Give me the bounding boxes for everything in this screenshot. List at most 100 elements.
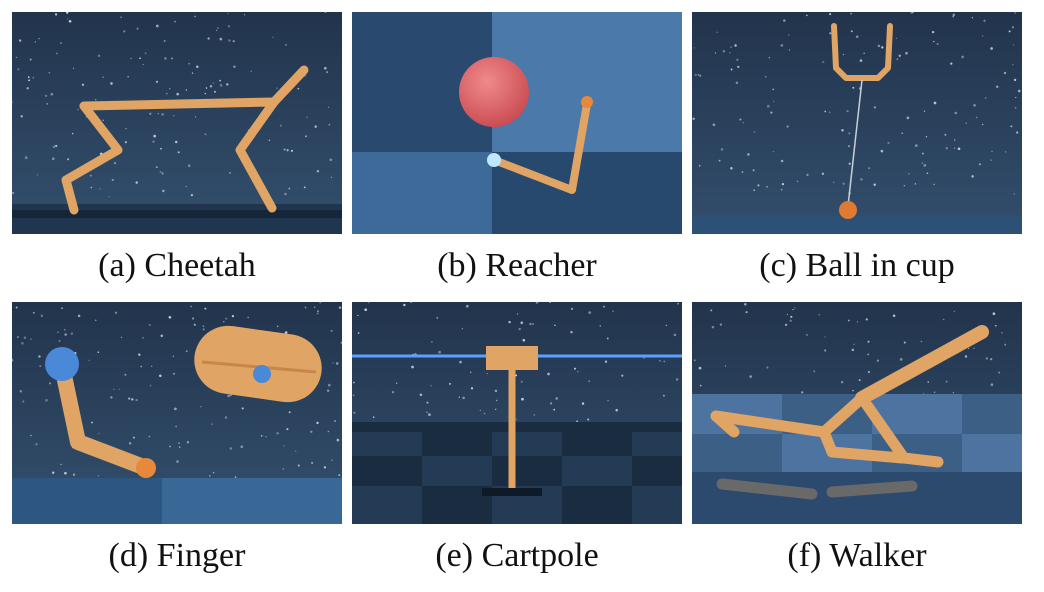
- star: [846, 109, 849, 113]
- star: [448, 382, 452, 385]
- star: [587, 418, 590, 421]
- cheetah-panel: [12, 12, 342, 234]
- star: [326, 71, 329, 74]
- star: [272, 36, 274, 39]
- star: [229, 172, 231, 174]
- star: [694, 73, 697, 77]
- star: [789, 319, 792, 322]
- star: [906, 116, 910, 120]
- star: [46, 102, 49, 105]
- star: [459, 360, 462, 364]
- star: [288, 187, 291, 190]
- star: [813, 370, 816, 373]
- star: [364, 308, 368, 312]
- star: [419, 393, 423, 397]
- star: [165, 92, 168, 95]
- star: [135, 181, 138, 184]
- star: [111, 178, 114, 181]
- star: [828, 111, 831, 113]
- star: [174, 407, 177, 411]
- star: [615, 408, 618, 412]
- star: [910, 12, 913, 14]
- star: [67, 18, 69, 20]
- star: [225, 317, 228, 320]
- star: [842, 53, 845, 56]
- star: [908, 172, 910, 175]
- star: [334, 420, 337, 422]
- star: [719, 323, 723, 326]
- star: [44, 94, 48, 98]
- star: [858, 379, 861, 382]
- star: [332, 362, 334, 364]
- star: [850, 30, 853, 33]
- star: [81, 83, 85, 86]
- star: [191, 317, 195, 320]
- star: [961, 55, 964, 59]
- star: [233, 65, 236, 68]
- star: [194, 116, 197, 118]
- star: [352, 381, 355, 384]
- star: [887, 141, 890, 145]
- star: [877, 44, 881, 48]
- star: [169, 445, 171, 448]
- star: [436, 317, 439, 319]
- star: [1004, 343, 1007, 346]
- star: [102, 76, 104, 79]
- star: [718, 159, 721, 162]
- star: [852, 389, 854, 392]
- star: [114, 162, 117, 165]
- star: [720, 148, 724, 151]
- star: [327, 383, 331, 387]
- star: [97, 475, 100, 477]
- star: [495, 399, 498, 402]
- star: [1008, 30, 1011, 33]
- star: [70, 332, 74, 335]
- star: [824, 336, 826, 338]
- star: [38, 37, 40, 40]
- star: [12, 191, 15, 195]
- reacher-scene: [352, 12, 682, 234]
- star: [179, 446, 181, 448]
- star: [297, 464, 300, 467]
- star: [852, 86, 855, 89]
- star: [102, 119, 104, 122]
- reacher-arm: [490, 100, 591, 194]
- star: [15, 56, 18, 59]
- star: [735, 81, 739, 85]
- star: [1004, 151, 1007, 153]
- star: [226, 83, 229, 86]
- star: [515, 374, 518, 377]
- star: [173, 372, 175, 375]
- star: [549, 302, 551, 303]
- star: [663, 360, 666, 363]
- star: [185, 89, 187, 91]
- star: [773, 100, 775, 102]
- star: [128, 442, 132, 445]
- star: [108, 196, 110, 198]
- star: [283, 148, 286, 151]
- star: [247, 316, 249, 319]
- string: [847, 79, 863, 207]
- star: [64, 471, 67, 475]
- star: [752, 169, 755, 172]
- star: [693, 47, 696, 49]
- star: [32, 311, 35, 314]
- star: [867, 353, 870, 356]
- star: [818, 313, 821, 316]
- star: [18, 39, 22, 42]
- star: [692, 117, 695, 121]
- star: [229, 447, 233, 450]
- star: [352, 394, 355, 397]
- star: [431, 341, 433, 343]
- star: [282, 468, 285, 470]
- star: [978, 163, 981, 166]
- star: [905, 51, 908, 55]
- star: [880, 149, 884, 153]
- star: [734, 44, 737, 47]
- star: [95, 99, 97, 101]
- star: [72, 67, 75, 69]
- star: [658, 359, 661, 362]
- star: [392, 391, 395, 394]
- star: [780, 188, 783, 191]
- star: [570, 330, 573, 334]
